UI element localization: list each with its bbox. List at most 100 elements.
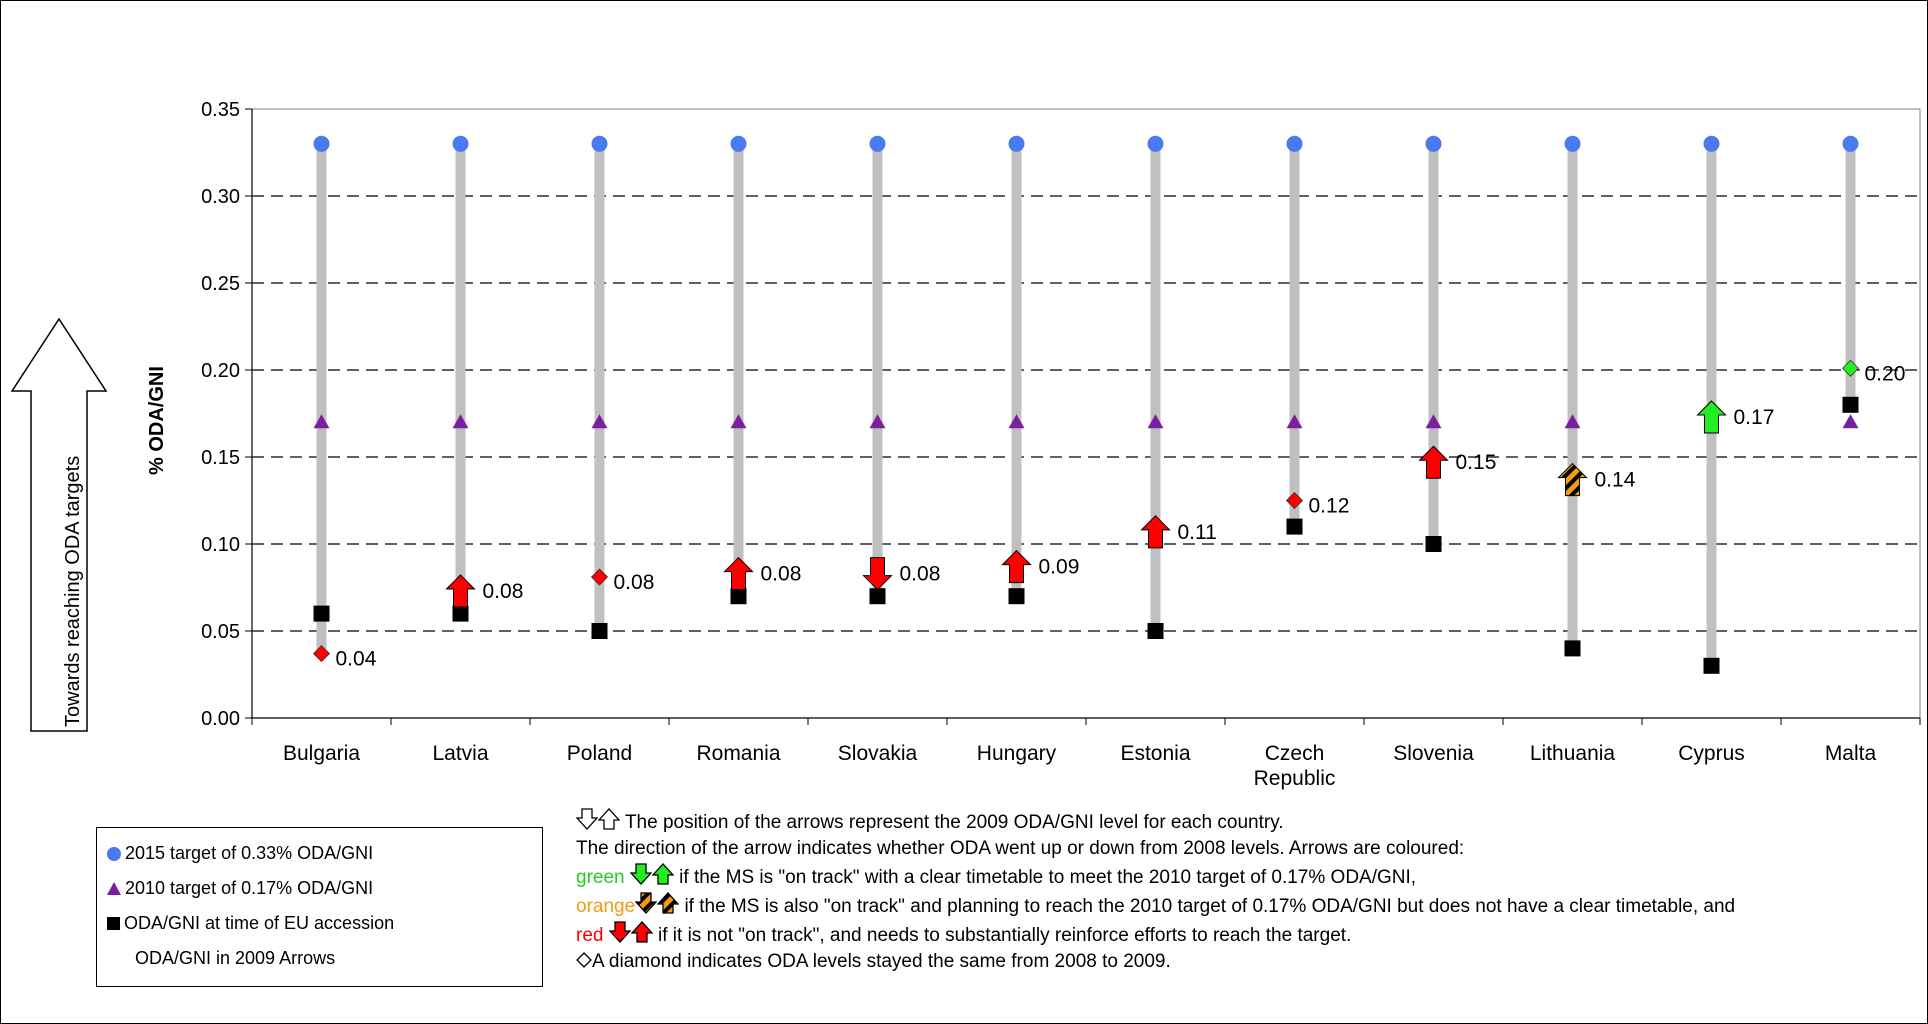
- red-word: red: [576, 925, 604, 946]
- y-tick-label: 0.15: [201, 447, 240, 469]
- triangle-icon: [107, 882, 121, 895]
- target-2015-point: [1147, 135, 1164, 152]
- green-arrow-up-icon: [651, 863, 674, 885]
- oda-2009-label: 0.08: [483, 580, 524, 603]
- red-arrow-down-icon: [608, 921, 631, 943]
- diamond-outline-icon: [576, 952, 592, 968]
- chart: Towards reaching ODA targets 0.00 0.05 0.1…: [10, 99, 1921, 790]
- target-2015-point: [1286, 135, 1303, 152]
- accession-point: [1147, 623, 1164, 639]
- target-2010-point: [591, 414, 608, 429]
- x-tick-label: Lithuania: [1530, 742, 1616, 765]
- axes: 0.00 0.05 0.10 0.15 0.20 0.25 0.30 0.35 Bulgaria…: [201, 99, 1921, 790]
- target-2010-point: [313, 414, 330, 429]
- target-2015-point: [313, 135, 330, 152]
- x-tick-label: Slovenia: [1393, 742, 1474, 765]
- chart-marks: 0.04 0.08 0.08 0.08 0.08 0.09 0.11 0.12 0.15 0.14…: [312, 135, 1906, 674]
- target-2015-point: [1425, 135, 1442, 152]
- x-tick-label: Latvia: [432, 742, 488, 765]
- y-tick-label: 0.05: [201, 621, 240, 643]
- y-tick-label: 0.00: [201, 708, 240, 730]
- accession-point: [1703, 657, 1720, 674]
- oda-2009-arrow-up: [1557, 462, 1588, 497]
- x-tick-label: Malta: [1825, 742, 1877, 765]
- target-2015-point: [1703, 135, 1720, 152]
- x-tick-label: Romania: [696, 742, 780, 765]
- square-icon: [107, 917, 120, 930]
- oda-2009-label: 0.08: [900, 563, 941, 586]
- side-arrow-label: Towards reaching ODA targets: [62, 456, 84, 727]
- legend-item-2010-target: 2010 target of 0.17% ODA/GNI: [107, 871, 542, 906]
- note-line-green: green if the MS is "on track" with a cle…: [576, 862, 1916, 891]
- oda-2009-diamond: [1285, 491, 1304, 510]
- accession-point: [591, 623, 608, 639]
- legend-label: 2015 target of 0.33% ODA/GNI: [125, 843, 374, 863]
- target-2010-point: [1425, 414, 1442, 429]
- note-line-2: The direction of the arrow indicates whe…: [576, 838, 1465, 859]
- note-line-1: The position of the arrows represent the…: [576, 807, 1916, 836]
- green-text: if the MS is "on track" with a clear tim…: [679, 867, 1417, 888]
- green-word: green: [576, 867, 625, 888]
- oda-2009-arrow-up: [1140, 515, 1171, 549]
- oda-2009-label: 0.15: [1456, 451, 1497, 474]
- oda-2009-diamond: [1841, 359, 1860, 377]
- red-arrow-up-icon: [630, 921, 653, 943]
- target-2015-point: [1008, 135, 1025, 152]
- oda-2009-label: 0.09: [1039, 556, 1080, 579]
- x-tick-label: Hungary: [977, 742, 1057, 765]
- x-tick-label: Poland: [567, 742, 632, 765]
- red-text: if it is not "on track", and needs to su…: [658, 925, 1352, 946]
- accession-point: [730, 588, 747, 605]
- target-2010-point: [1147, 414, 1164, 429]
- legend-item-accession: ODA/GNI at time of EU accession: [107, 906, 542, 941]
- legend-item-2015-target: 2015 target of 0.33% ODA/GNI: [107, 836, 542, 871]
- y-tick-label: 0.25: [201, 273, 240, 295]
- legend-label: ODA/GNI in 2009 Arrows: [135, 948, 336, 968]
- accession-point: [452, 605, 469, 622]
- target-2015-point: [1564, 135, 1581, 152]
- note-arrow-position: The position of the arrows represent the…: [624, 812, 1284, 833]
- target-2015-point: [1842, 135, 1859, 152]
- oda-2009-diamond: [312, 645, 331, 663]
- oda-2009-label: 0.20: [1865, 362, 1906, 385]
- x-tick-label: Bulgaria: [283, 742, 360, 765]
- legend-label: ODA/GNI at time of EU accession: [124, 913, 395, 933]
- gridlines: [252, 195, 1920, 632]
- explanation-notes: The position of the arrows represent the…: [576, 807, 1916, 975]
- oda-2009-arrow-up: [1001, 549, 1032, 584]
- target-2010-point: [1286, 414, 1303, 429]
- y-tick-label: 0.10: [201, 534, 240, 556]
- x-tick-label: Estonia: [1120, 742, 1190, 765]
- oda-2009-label: 0.04: [336, 648, 377, 671]
- note-line-orange: orange if the MS is also "on track" and …: [576, 891, 1916, 920]
- oda-2009-arrow-up: [1696, 400, 1727, 434]
- legend-label: 2010 target of 0.17% ODA/GNI: [125, 878, 374, 898]
- accession-point: [313, 605, 330, 622]
- oda-2009-arrow-up: [1418, 445, 1449, 479]
- accession-point: [1286, 518, 1303, 535]
- oda-2009-label: 0.08: [761, 563, 802, 586]
- y-axis-label: % ODA/GNI: [146, 366, 168, 475]
- y-tick-label: 0.35: [201, 99, 240, 121]
- plot-area: [251, 108, 1921, 719]
- x-tick-label: Cyprus: [1678, 742, 1745, 765]
- target-2010-point: [869, 414, 886, 429]
- arrow-down-outline-icon: [576, 808, 598, 830]
- orange-text: if the MS is also "on track" and plannin…: [684, 896, 1736, 917]
- target-2015-point: [591, 135, 608, 152]
- x-tick-label: Slovakia: [838, 742, 918, 765]
- accession-point: [1842, 396, 1859, 413]
- target-2010-point: [1564, 414, 1581, 429]
- target-2015-point: [452, 135, 469, 152]
- oda-2009-label: 0.14: [1595, 469, 1636, 492]
- arrow-up-outline-icon: [598, 808, 620, 830]
- oda-2009-label: 0.11: [1178, 521, 1217, 544]
- accession-point: [1564, 640, 1581, 657]
- oda-2009-label: 0.12: [1309, 495, 1350, 518]
- orange-arrow-down-icon: [635, 892, 658, 914]
- legend-item-2009-arrows: ODA/GNI in 2009 Arrows: [107, 941, 542, 976]
- accession-point: [869, 588, 886, 605]
- note-line-red: red if it is not "on track", and needs t…: [576, 920, 1916, 949]
- circle-icon: [107, 846, 121, 861]
- oda-2009-diamond: [590, 568, 609, 586]
